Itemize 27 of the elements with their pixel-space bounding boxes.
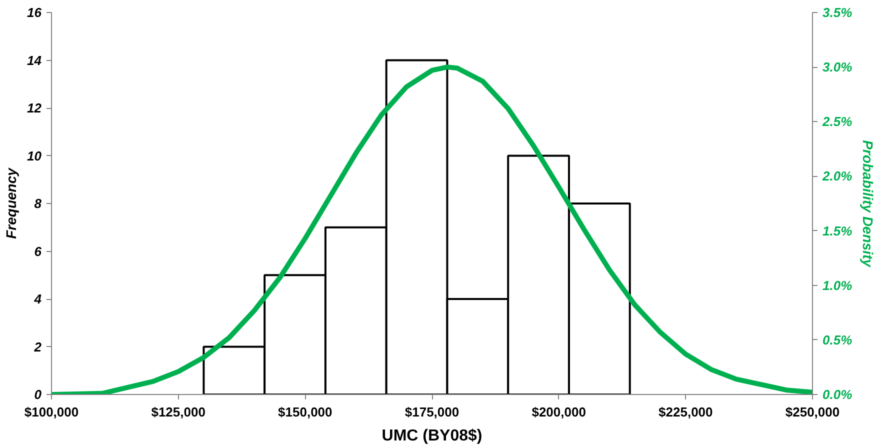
x-tick-label: $250,000 xyxy=(785,404,840,420)
y2-axis-title: Probability Density xyxy=(860,140,876,268)
y-tick-label: 2 xyxy=(33,339,42,354)
y-tick-label: 6 xyxy=(34,244,42,259)
y2-tick-label: 0.5% xyxy=(822,332,853,348)
y2-tick-label: 3.0% xyxy=(822,60,853,75)
y2-tick-label: 2.0% xyxy=(822,168,853,184)
x-tick-label: $200,000 xyxy=(532,404,586,420)
y-tick-label: 16 xyxy=(27,5,42,20)
x-tick-label: $150,000 xyxy=(278,404,332,420)
y2-tick-label: 1.0% xyxy=(822,278,853,293)
y2-tick-label: 0.0% xyxy=(822,387,853,402)
y-tick-label: 8 xyxy=(34,196,42,211)
y2-tick-label: 1.5% xyxy=(822,223,853,238)
y-tick-label: 14 xyxy=(27,52,42,68)
y-tick-label: 12 xyxy=(27,100,42,116)
x-tick-label: $175,000 xyxy=(404,404,460,420)
y2-tick-label: 3.5% xyxy=(822,5,853,20)
y-tick-label: 0 xyxy=(34,387,42,402)
y-tick-label: 4 xyxy=(33,292,42,306)
x-tick-label: $125,000 xyxy=(151,404,206,420)
y2-tick-label: 2.5% xyxy=(822,114,853,130)
x-axis-title: UMC (BY08$) xyxy=(382,428,482,444)
y-axis-title: Frequency xyxy=(3,166,20,239)
y-tick-label: 10 xyxy=(27,148,42,164)
x-tick-label: $225,000 xyxy=(658,404,713,420)
x-tick-label: $100,000 xyxy=(24,404,79,420)
